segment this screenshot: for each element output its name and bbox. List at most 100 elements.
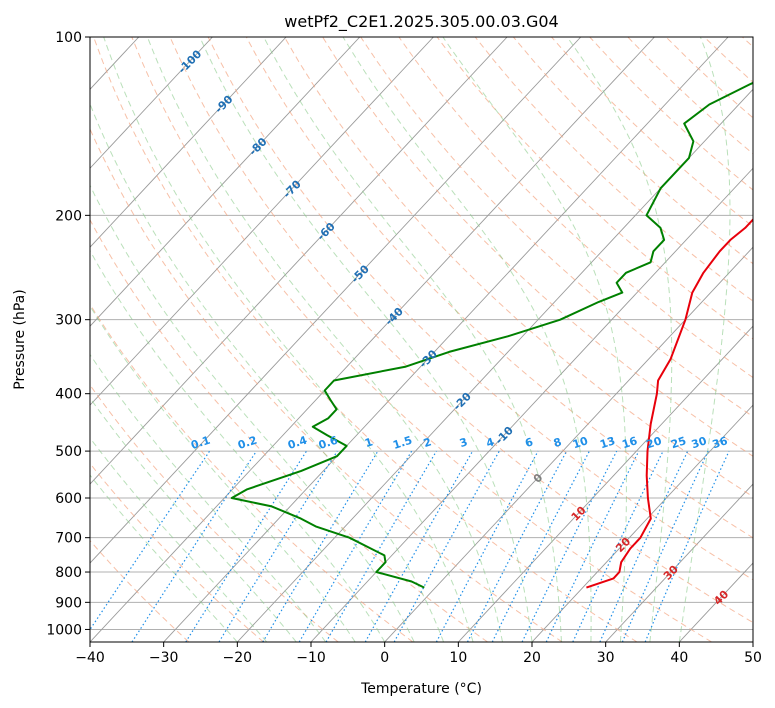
x-tick-label: −40 [75,650,105,666]
moist-adiabat-line [263,37,562,642]
dewpoint-profile-line [230,81,753,589]
dry-adiabat-line [90,218,488,642]
moist-adiabat-line [146,37,503,642]
plot-area-background [90,37,753,642]
mixing-ratio-label: 4 [485,435,497,450]
moist-adiabat-line [678,37,731,642]
mixing-ratio-line [90,450,211,631]
isotherm-line [384,246,753,642]
y-tick-label: 900 [55,595,82,611]
mixing-ratio-label: 0.4 [286,433,309,451]
isotherm-line [531,404,753,642]
mixing-ratio-line [491,450,590,642]
y-tick-label: 1000 [46,622,82,638]
moist-adiabat-line [90,249,386,642]
mixing-ratio-line [393,450,500,642]
isotherm-line [90,37,434,406]
mixing-ratio-label: 10 [571,434,590,451]
dry-adiabat-line [474,37,753,302]
mixing-ratio-label: 30 [690,434,709,451]
x-tick-label: −30 [149,650,179,666]
dry-adiabat-line [90,127,563,642]
moist-adiabat-line [442,37,627,642]
mixing-ratio-label: 20 [645,434,664,451]
mixing-ratio-line [521,450,618,642]
mixing-ratio-line [644,450,730,642]
moist-adiabat-line [90,353,327,642]
y-tick-label: 100 [55,30,82,46]
x-tick-label: 10 [449,650,467,666]
dry-adiabat-line [207,37,753,581]
mixing-ratio-line [131,450,257,642]
dry-adiabat-line [169,37,753,624]
mixing-ratio-label: 13 [598,434,617,451]
y-tick-label: 800 [55,565,82,581]
x-tick-label: 20 [523,650,541,666]
dry-adiabat-line [245,37,753,539]
y-axis-label: Pressure (hPa) [12,289,28,389]
plot-frame [89,36,754,643]
mixing-ratio-label: 16 [620,434,639,451]
mixing-ratio-line [185,450,308,642]
isotherm-line [605,483,753,642]
x-axis-label: Temperature (°C) [360,681,482,697]
x-tick-label: −20 [223,650,253,666]
moist-adiabat-line [199,37,533,642]
y-tick-label: 700 [55,531,82,547]
moist-adiabat-line [90,397,297,642]
mixing-ratio-line [218,450,338,642]
dry-adiabat-line [131,37,712,642]
moist-adiabat-line [90,305,356,642]
axes: −40 −30 −20 −10 0 10 20 30 40 5010020030040050060… [46,30,762,666]
mixing-ratio-label: 25 [669,434,688,451]
isotherm-line [90,37,582,564]
mixing-ratio-label: 3 [458,435,469,450]
dry-adiabat-line [283,37,753,498]
dry-adiabat-line [436,37,753,340]
mixing-ratio-label: 6 [523,435,535,450]
x-tick-label: −10 [296,650,326,666]
background-lines [90,37,753,642]
isotherm-line [237,88,753,642]
mixing-ratio-line [435,450,539,642]
temperature-profile-line [586,218,753,589]
moist-adiabat-line [103,37,474,642]
isotherm-line [90,37,655,642]
isotherm-line [90,37,287,248]
mixing-ratio-label: 0.6 [317,433,340,451]
isotherm-line [310,167,753,642]
isotherm-line [458,325,753,642]
chart-title: wetPf2_C2E1.2025.305.00.03.G04 [284,12,558,32]
mixing-ratio-label: 1.5 [391,434,414,452]
mixing-ratio-label: 36 [711,434,730,451]
mixing-ratio-line [621,450,709,642]
isotherm-line [90,37,361,327]
isotherm-line [163,37,729,642]
x-tick-label: 0 [380,650,389,666]
mixing-ratio-label: 2 [422,435,433,450]
moist-adiabat-line [90,102,445,642]
mixing-ratio-line [262,450,379,642]
dry-adiabat-line [90,539,190,642]
mixing-ratio-line [364,450,474,642]
y-tick-label: 200 [55,208,82,224]
dry-adiabat-line [93,37,638,642]
moist-adiabat-line [566,37,673,642]
profile-lines [230,81,753,589]
isotherm-line [90,37,508,485]
y-tick-label: 600 [55,491,82,507]
x-tick-label: 50 [744,650,762,666]
y-tick-label: 500 [55,444,82,460]
mixing-ratio-label: 1 [363,435,374,450]
moist-adiabat-line [90,184,415,642]
mixing-ratio-label: 0.1 [189,434,212,452]
dry-adiabat-line [90,462,264,642]
y-tick-label: 300 [55,313,82,329]
x-tick-label: 40 [670,650,688,666]
mixing-ratio-label: 0.2 [236,434,259,452]
x-tick-label: 30 [597,650,615,666]
mixing-ratio-label: 8 [552,435,563,450]
isotherm-line [90,37,213,169]
y-tick-label: 400 [55,387,82,403]
